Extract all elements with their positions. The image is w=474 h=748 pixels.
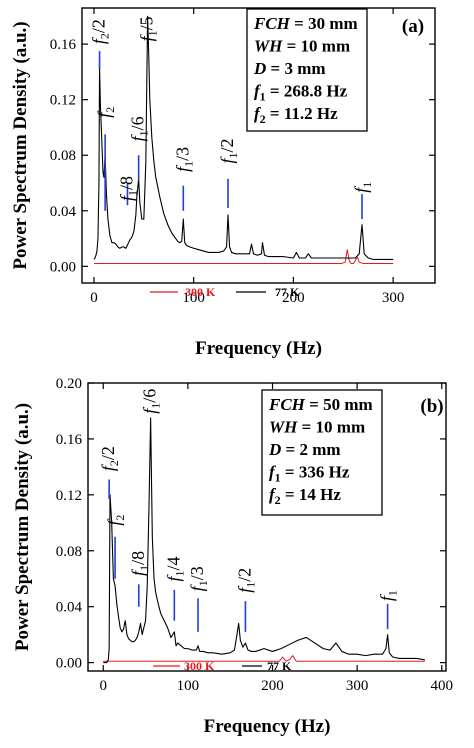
y-axis-label: Power Spectrum Density (a.u.): [10, 21, 31, 269]
plot-frame: [81, 7, 436, 284]
parameter-line: f1 = 268.8 Hz: [254, 82, 348, 104]
harmonic-label: f1/2: [217, 139, 240, 164]
parameter-line: FCH = 30 mm: [253, 14, 358, 33]
legend-label: 77 K: [275, 285, 300, 299]
harmonic-label: f1/6: [128, 116, 151, 141]
x-tick-label: 100: [177, 678, 200, 694]
parameter-line: f2 = 11.2 Hz: [254, 104, 338, 126]
series-line-300k: [93, 249, 394, 265]
harmonic-label: f1/6: [140, 389, 163, 414]
harmonic-label: f2/2: [89, 19, 112, 44]
x-tick-label: 200: [261, 678, 284, 694]
x-axis-label: Frequency (Hz): [195, 338, 322, 359]
parameter-line: D = 3 mm: [253, 59, 326, 78]
parameter-line: WH = 10 mm: [254, 37, 350, 56]
y-tick-label: 0.12: [50, 93, 76, 109]
harmonic-label: f1/5: [137, 16, 160, 41]
legend-label: 300 K: [185, 285, 216, 299]
parameter-line: D = 2 mm: [268, 440, 341, 459]
x-tick-label: 200: [282, 290, 305, 306]
panel-label: (b): [420, 396, 443, 417]
y-axis-label: Power Spectrum Density (a.u.): [12, 403, 33, 651]
parameter-line: f2 = 14 Hz: [269, 485, 341, 507]
harmonic-label: f1/3: [187, 566, 210, 591]
parameter-box: [261, 389, 383, 516]
y-tick-label: 0.00: [50, 259, 76, 275]
series-line-300k: [103, 655, 425, 662]
plot-frame: [87, 382, 447, 672]
harmonic-label: f1/2: [234, 568, 257, 593]
parameter-line: FCH = 50 mm: [268, 395, 373, 414]
harmonic-label: f1/8: [116, 176, 139, 201]
x-tick-label: 400: [431, 678, 454, 694]
x-tick-label: 0: [90, 290, 98, 306]
parameter-box: [246, 8, 368, 132]
chart-panel-1: 0 100 200 300 400 0.00 0.04 0.08 0.12 0.16 0.20 Fre…: [12, 376, 453, 737]
chart-panel-0: 0 100 200 300 0.00 0.04 0.08 0.12 0.16 Frequency …: [10, 7, 436, 359]
x-tick-label: 0: [99, 678, 107, 694]
parameter-line: f1 = 336 Hz: [269, 463, 350, 485]
harmonic-label: f2: [94, 107, 117, 118]
y-tick-label: 0.12: [56, 488, 82, 504]
x-tick-label: 300: [382, 290, 405, 306]
x-tick-label: 300: [346, 678, 369, 694]
harmonic-label: f2/2: [98, 446, 121, 471]
y-tick-label: 0.04: [50, 204, 77, 220]
y-tick-label: 0.04: [56, 600, 83, 616]
harmonic-label: f2: [104, 515, 127, 526]
x-axis-label: Frequency (Hz): [204, 716, 331, 737]
legend-label: 77 K: [267, 659, 292, 673]
x-tick-label: 100: [182, 290, 205, 306]
harmonic-label: f1: [351, 182, 374, 193]
harmonic-label: f1/8: [128, 551, 151, 576]
y-tick-label: 0.00: [56, 656, 82, 672]
y-tick-label: 0.16: [56, 432, 83, 448]
legend-label: 300 K: [184, 659, 215, 673]
series-line-77k: [93, 15, 394, 260]
panel-label: (a): [402, 16, 424, 37]
y-tick-label: 0.20: [56, 376, 82, 392]
harmonic-label: f1/4: [163, 556, 186, 581]
series-line-77k: [103, 417, 425, 664]
harmonic-label: f1: [377, 590, 400, 601]
y-tick-label: 0.16: [50, 37, 77, 53]
y-tick-label: 0.08: [56, 544, 82, 560]
parameter-line: WH = 10 mm: [269, 418, 365, 437]
harmonic-label: f1/3: [172, 147, 195, 172]
y-tick-label: 0.08: [50, 148, 76, 164]
